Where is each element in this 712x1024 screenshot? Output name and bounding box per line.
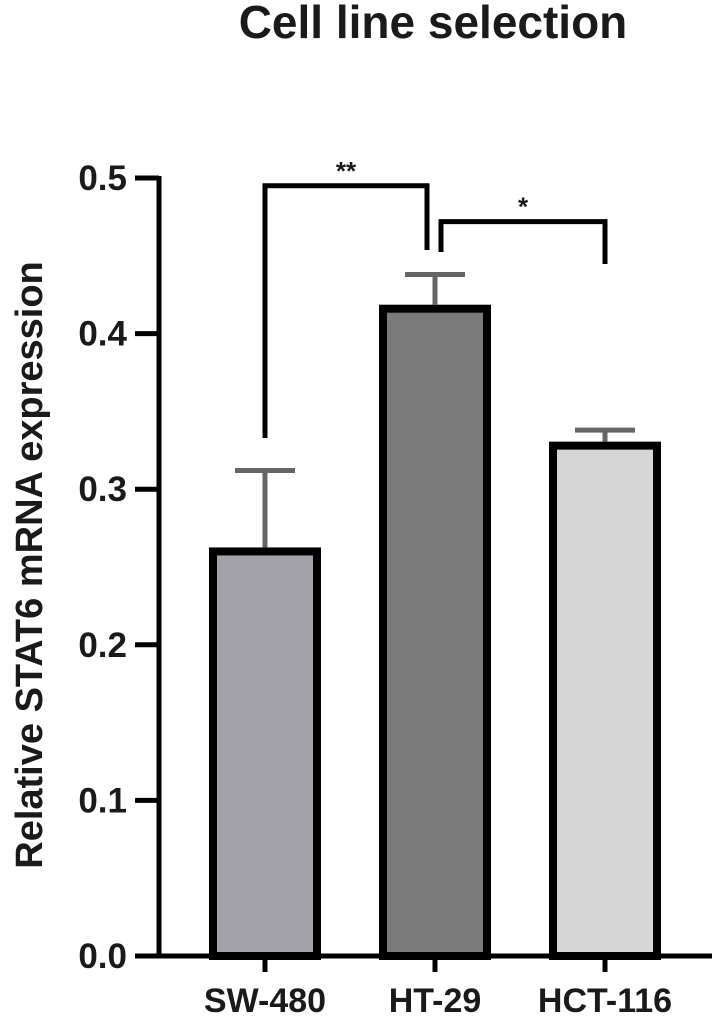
significance-label: ** xyxy=(336,156,357,186)
bar-sw-480 xyxy=(209,547,321,960)
y-ticks-layer: 0.0 0.1 0.2 0.3 0.4 0.5 xyxy=(78,159,159,976)
y-tick-label: 0.4 xyxy=(78,315,127,354)
bars-layer xyxy=(209,304,661,961)
significance-bracket xyxy=(438,219,608,264)
x-category-label: HT-29 xyxy=(389,982,482,1020)
x-category-label: SW-480 xyxy=(204,982,326,1020)
x-categories-layer: SW-480 HT-29 HCT-116 xyxy=(204,956,672,1020)
bar-hct-116 xyxy=(549,441,661,960)
y-tick-label: 0.5 xyxy=(78,159,127,198)
significance-label: * xyxy=(518,192,529,222)
chart-title: Cell line selection xyxy=(239,0,628,48)
error-bars-layer xyxy=(235,271,635,548)
y-tick-label: 0.0 xyxy=(78,937,127,976)
y-tick-label: 0.3 xyxy=(78,470,127,509)
y-tick-label: 0.1 xyxy=(78,781,127,820)
x-category-label: HCT-116 xyxy=(538,982,672,1020)
y-axis-label: Relative STAT6 mRNA expression xyxy=(9,261,51,868)
significance-bracket xyxy=(262,183,430,438)
y-tick-label: 0.2 xyxy=(78,626,127,665)
significance-layer: *** xyxy=(262,156,608,438)
bar-ht-29 xyxy=(379,304,491,961)
